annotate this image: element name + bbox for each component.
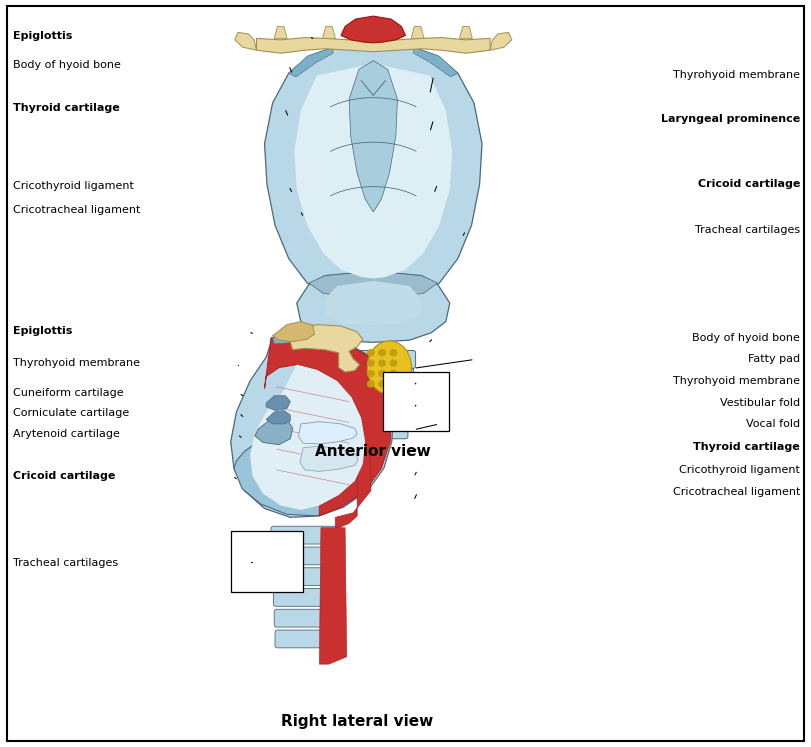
Polygon shape (255, 418, 293, 444)
Polygon shape (260, 437, 350, 498)
Text: Epiglottis: Epiglottis (13, 31, 73, 41)
Text: Laryngeal prominence: Laryngeal prominence (661, 114, 800, 124)
Polygon shape (234, 425, 371, 516)
Text: Thyrohyoid membrane: Thyrohyoid membrane (673, 70, 800, 81)
Text: Cricothyroid ligament: Cricothyroid ligament (13, 181, 134, 191)
Circle shape (389, 349, 397, 356)
Text: Fatty pad: Fatty pad (748, 354, 800, 365)
Text: Cricotracheal ligament: Cricotracheal ligament (13, 205, 140, 215)
Text: Cricotracheal ligament: Cricotracheal ligament (673, 487, 800, 498)
Circle shape (378, 370, 386, 377)
Text: Anterior view: Anterior view (315, 444, 431, 459)
Text: Tracheal cartilages: Tracheal cartilages (13, 557, 118, 568)
Polygon shape (490, 32, 512, 50)
FancyBboxPatch shape (271, 526, 339, 544)
Text: Corniculate cartilage: Corniculate cartilage (13, 408, 130, 418)
Ellipse shape (367, 341, 411, 394)
Polygon shape (325, 281, 422, 325)
Polygon shape (266, 396, 290, 411)
Polygon shape (250, 365, 365, 510)
FancyBboxPatch shape (273, 589, 337, 607)
Polygon shape (411, 26, 424, 38)
FancyBboxPatch shape (326, 421, 408, 438)
Text: Body of hyoid bone: Body of hyoid bone (693, 333, 800, 343)
Polygon shape (272, 322, 315, 341)
FancyBboxPatch shape (274, 610, 336, 627)
Circle shape (389, 359, 397, 367)
Polygon shape (264, 332, 392, 516)
Polygon shape (300, 446, 358, 471)
FancyBboxPatch shape (272, 547, 338, 565)
Text: Cricothyroid ligament: Cricothyroid ligament (680, 465, 800, 475)
Circle shape (367, 359, 375, 367)
Text: Thyrohyoid membrane: Thyrohyoid membrane (673, 376, 800, 386)
Polygon shape (367, 26, 380, 38)
Text: Thyrohyoid membrane: Thyrohyoid membrane (13, 358, 140, 368)
Polygon shape (234, 32, 256, 50)
Polygon shape (298, 422, 357, 444)
Text: Arytenoid cartilage: Arytenoid cartilage (13, 430, 120, 439)
Polygon shape (266, 411, 290, 424)
Circle shape (389, 380, 397, 388)
Text: Vocal fold: Vocal fold (746, 419, 800, 429)
Circle shape (367, 370, 375, 377)
Polygon shape (309, 271, 438, 300)
Text: Right lateral view: Right lateral view (281, 714, 433, 730)
Polygon shape (460, 26, 472, 38)
FancyBboxPatch shape (272, 568, 337, 586)
Polygon shape (297, 271, 450, 342)
Text: Cuneiform cartilage: Cuneiform cartilage (13, 388, 124, 398)
Polygon shape (274, 26, 287, 38)
FancyBboxPatch shape (320, 368, 414, 386)
Circle shape (367, 380, 375, 388)
Text: Cricoid cartilage: Cricoid cartilage (697, 179, 800, 189)
Polygon shape (414, 47, 458, 77)
Polygon shape (290, 324, 363, 372)
Text: Vestibular fold: Vestibular fold (720, 398, 800, 408)
Text: Tracheal cartilages: Tracheal cartilages (695, 226, 800, 235)
Text: Thyroid cartilage: Thyroid cartilage (693, 442, 800, 452)
Text: Epiglottis: Epiglottis (13, 326, 73, 336)
Circle shape (378, 380, 386, 388)
Circle shape (378, 359, 386, 367)
Polygon shape (323, 26, 336, 38)
Text: Cricoid cartilage: Cricoid cartilage (13, 471, 116, 481)
Bar (230, 531, 303, 592)
Circle shape (389, 370, 397, 377)
Polygon shape (264, 43, 482, 307)
Circle shape (367, 349, 375, 356)
Polygon shape (289, 47, 333, 77)
Polygon shape (272, 332, 336, 344)
Polygon shape (349, 61, 397, 212)
Polygon shape (341, 16, 406, 43)
FancyBboxPatch shape (318, 350, 415, 368)
Text: Thyroid cartilage: Thyroid cartilage (13, 103, 120, 113)
Circle shape (378, 349, 386, 356)
Polygon shape (336, 433, 371, 527)
Polygon shape (320, 527, 347, 664)
Polygon shape (230, 332, 393, 518)
Polygon shape (256, 37, 490, 53)
Text: Body of hyoid bone: Body of hyoid bone (13, 60, 121, 70)
FancyBboxPatch shape (322, 386, 411, 404)
Bar (383, 372, 449, 431)
FancyBboxPatch shape (324, 404, 410, 422)
FancyBboxPatch shape (275, 630, 335, 648)
Polygon shape (294, 63, 453, 279)
